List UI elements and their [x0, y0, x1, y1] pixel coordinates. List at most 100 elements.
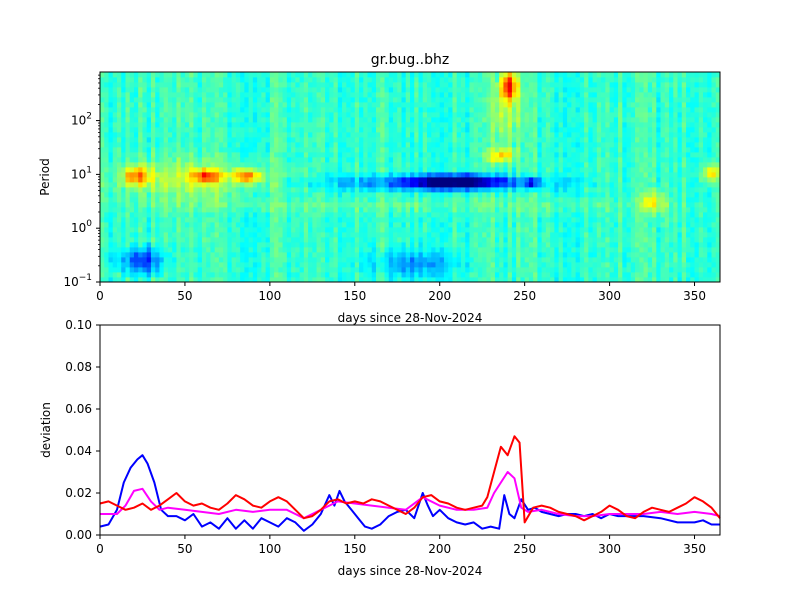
- heatmap-cell: [112, 262, 118, 268]
- heatmap-cell: [121, 182, 126, 188]
- heatmap-cell: [312, 167, 317, 173]
- heatmap-cell: [104, 212, 109, 218]
- heatmap-cell: [439, 92, 445, 98]
- heatmap-cell: [503, 197, 509, 203]
- heatmap-cell: [197, 77, 203, 83]
- heatmap-cell: [486, 272, 492, 278]
- heatmap-cell: [393, 207, 398, 213]
- heatmap-cell: [159, 127, 165, 133]
- heatmap-cell: [223, 112, 228, 118]
- heatmap-cell: [159, 152, 165, 158]
- heatmap-cell: [308, 227, 313, 233]
- heatmap-cell: [460, 192, 466, 198]
- heatmap-cell: [571, 237, 577, 243]
- heatmap-cell: [121, 262, 126, 268]
- heatmap-cell: [316, 187, 322, 193]
- heatmap-cell: [133, 112, 139, 118]
- heatmap-cell: [397, 267, 402, 273]
- heatmap-cell: [363, 232, 368, 238]
- heatmap-cell: [460, 147, 466, 153]
- heatmap-cell: [308, 222, 313, 228]
- heatmap-cell: [150, 262, 156, 268]
- heatmap-cell: [562, 107, 568, 113]
- heatmap-cell: [448, 222, 453, 228]
- heatmap-cell: [167, 112, 173, 118]
- heatmap-cell: [206, 132, 211, 138]
- heatmap-cell: [435, 217, 441, 223]
- heatmap-cell: [155, 227, 160, 233]
- heatmap-cell: [367, 72, 373, 78]
- heatmap-cell: [125, 192, 131, 198]
- heatmap-cell: [579, 167, 585, 173]
- heatmap-cell: [422, 212, 428, 218]
- heatmap-cell: [129, 147, 135, 153]
- heatmap-cell: [359, 162, 364, 168]
- heatmap-cell: [159, 262, 165, 268]
- heatmap-cell: [303, 247, 309, 253]
- heatmap-cell: [541, 257, 547, 263]
- heatmap-cell: [150, 217, 156, 223]
- heatmap-cell: [545, 202, 551, 208]
- heatmap-cell: [218, 212, 224, 218]
- heatmap-cell: [167, 222, 173, 228]
- heatmap-cell: [312, 197, 317, 203]
- heatmap-cell: [346, 152, 351, 158]
- heatmap-cell: [571, 192, 577, 198]
- heatmap-cell: [562, 242, 568, 248]
- heatmap-cell: [337, 127, 343, 133]
- heatmap-cell: [235, 77, 241, 83]
- heatmap-cell: [329, 197, 334, 203]
- heatmap-cell: [371, 192, 377, 198]
- heatmap-cell: [261, 127, 267, 133]
- heatmap-cell: [146, 247, 152, 253]
- heatmap-cell: [601, 197, 606, 203]
- heatmap-cell: [460, 262, 466, 268]
- heatmap-cell: [295, 77, 300, 83]
- heatmap-cell: [363, 182, 368, 188]
- heatmap-cell: [333, 272, 339, 278]
- heatmap-cell: [486, 152, 492, 158]
- heatmap-cell: [524, 257, 530, 263]
- heatmap-cell: [486, 252, 492, 258]
- heatmap-cell: [257, 227, 262, 233]
- heatmap-cell: [269, 112, 275, 118]
- heatmap-cell: [278, 147, 284, 153]
- heatmap-cell: [316, 152, 322, 158]
- heatmap-cell: [439, 267, 445, 273]
- heatmap-cell: [112, 122, 118, 128]
- heatmap-cell: [426, 227, 432, 233]
- heatmap-cell: [142, 97, 148, 103]
- heatmap-cell: [456, 127, 462, 133]
- heatmap-cell: [541, 267, 547, 273]
- heatmap-cell: [291, 82, 296, 88]
- heatmap-cell: [367, 167, 373, 173]
- heatmap-cell: [210, 117, 216, 123]
- heatmap-cell: [371, 232, 377, 238]
- heatmap-cell: [286, 77, 292, 83]
- heatmap-cell: [210, 107, 216, 113]
- heatmap-cell: [448, 212, 453, 218]
- heatmap-cell: [465, 102, 470, 108]
- heatmap-cell: [244, 107, 250, 113]
- heatmap-cell: [452, 207, 458, 213]
- heatmap-cell: [388, 147, 394, 153]
- heatmap-cell: [456, 147, 462, 153]
- heatmap-cell: [159, 72, 165, 78]
- heatmap-cell: [278, 137, 284, 143]
- heatmap-cell: [193, 142, 199, 148]
- heatmap-cell: [108, 262, 114, 268]
- heatmap-cell: [133, 172, 139, 178]
- heatmap-cell: [376, 117, 381, 123]
- heatmap-cell: [401, 262, 407, 268]
- heatmap-cell: [584, 197, 589, 203]
- heatmap-cell: [231, 182, 237, 188]
- heatmap-cell: [507, 277, 513, 283]
- heatmap-cell: [278, 257, 284, 263]
- heatmap-cell: [575, 182, 581, 188]
- heatmap-cell: [554, 277, 560, 283]
- heatmap-cell: [499, 142, 504, 148]
- heatmap-cell: [121, 207, 126, 213]
- heatmap-cell: [116, 102, 122, 108]
- heatmap-cell: [189, 162, 194, 168]
- heatmap-cell: [167, 207, 173, 213]
